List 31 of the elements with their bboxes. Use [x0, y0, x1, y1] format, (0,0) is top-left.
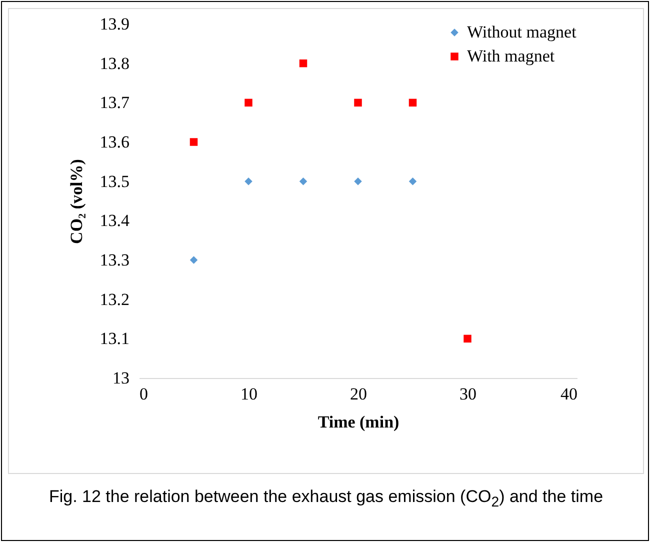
- point: [354, 98, 362, 107]
- y-tick-label: 13: [112, 368, 130, 388]
- point: [408, 98, 417, 107]
- point: [244, 98, 252, 107]
- y-tick-label: 13.9: [100, 14, 130, 34]
- y-tick-label: 13.7: [100, 93, 130, 112]
- point: [299, 177, 308, 186]
- y-tick-label: 13.2: [100, 290, 130, 309]
- point: [244, 177, 252, 186]
- y-tick-label: 13.4: [100, 211, 130, 230]
- legend-label: With magnet: [467, 46, 555, 66]
- point: [408, 177, 417, 186]
- x-tick-label: 40: [560, 384, 578, 404]
- x-tick-label: 30: [460, 384, 476, 404]
- point: [190, 138, 198, 146]
- y-axis-title: CO₂ (vol%): [66, 159, 86, 244]
- x-tick-label: 20: [350, 384, 367, 404]
- x-tick-label: 10: [240, 384, 258, 404]
- point: [299, 59, 308, 68]
- y-tick-label: 13.8: [100, 54, 130, 73]
- caption: Fig. 12 the relation between the exhaust gas emission (CO$_{2}$) and the time: [48, 486, 604, 512]
- y-tick-label: 13.6: [100, 132, 130, 152]
- x-axis-title: Time (min): [318, 412, 400, 432]
- point: [354, 177, 362, 186]
- y-tick-label: 13.3: [100, 250, 130, 270]
- x-tick-label: 0: [140, 384, 148, 404]
- point: [190, 256, 198, 264]
- point: [464, 334, 472, 343]
- legend-label: Without magnet: [467, 22, 577, 42]
- y-tick-label: 13.5: [100, 172, 130, 191]
- y-tick-label: 13.1: [100, 329, 130, 348]
